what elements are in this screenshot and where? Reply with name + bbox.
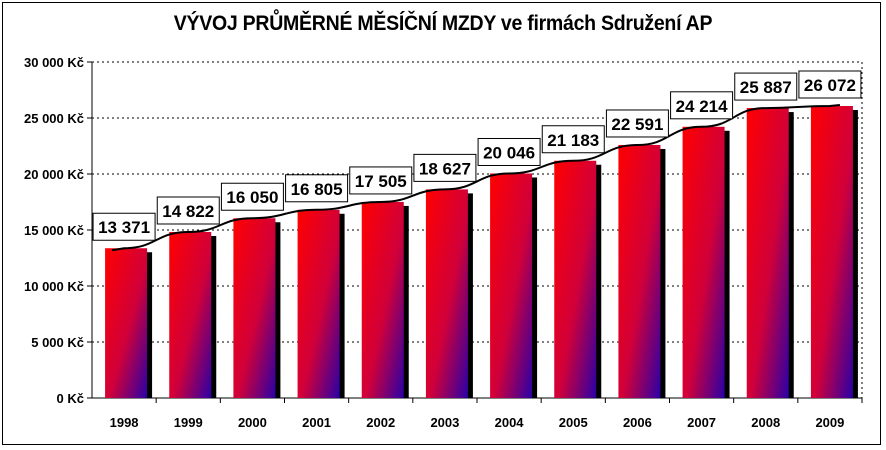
y-tick-label: 30 000 Kč: [24, 55, 84, 70]
data-label-1999: 14 822: [156, 196, 220, 225]
bar-2003: [425, 189, 468, 398]
x-tick-label: 2006: [623, 415, 652, 430]
data-label-box: [798, 70, 862, 99]
data-label-2005: 21 183: [541, 125, 605, 154]
x-tick-label: 2008: [751, 415, 780, 430]
bar-2000: [233, 218, 276, 398]
x-tick-label: 1998: [110, 415, 139, 430]
data-label-text: 21 183: [547, 131, 599, 150]
x-tick-label: 2009: [815, 415, 844, 430]
data-label-box: [92, 212, 156, 241]
bar-2007: [682, 126, 725, 399]
bar-1998: [105, 248, 148, 398]
y-tick-label: 0 Kč: [57, 391, 84, 406]
x-tick-label: 2001: [302, 415, 331, 430]
data-label-text: 16 805: [291, 180, 343, 199]
data-label-box: [220, 182, 284, 211]
data-label-text: 26 072: [804, 76, 856, 95]
data-label-box: [605, 109, 669, 138]
trend-line: [111, 103, 841, 252]
x-tick-label: 2004: [495, 415, 525, 430]
data-label-box: [734, 72, 798, 101]
bar-2004: [490, 173, 533, 398]
y-tick-label: 15 000 Kč: [24, 223, 84, 238]
x-tick-label: 2007: [687, 415, 716, 430]
data-label-box: [285, 174, 349, 203]
x-tick-label: 2000: [238, 415, 267, 430]
data-label-text: 22 591: [611, 115, 663, 134]
y-tick-label: 20 000 Kč: [24, 167, 84, 182]
data-label-2007: 24 214: [670, 91, 734, 120]
data-label-2008: 25 887: [734, 72, 798, 101]
data-label-2003: 18 627: [413, 153, 477, 182]
x-tick-label: 1999: [174, 415, 203, 430]
data-label-2002: 17 505: [349, 166, 413, 195]
bar-2008: [746, 108, 789, 398]
data-label-text: 18 627: [419, 159, 471, 178]
data-label-2006: 22 591: [605, 109, 669, 138]
chart-title: VÝVOJ PRŮMĚRNÉ MĚSÍČNÍ MZDY ve firmách S…: [173, 12, 713, 35]
bar-2009: [810, 105, 853, 399]
data-label-text: 14 822: [162, 202, 214, 221]
bar-1999: [169, 231, 212, 398]
x-tick-label: 2002: [366, 415, 395, 430]
data-label-text: 17 505: [355, 172, 407, 191]
data-label-box: [156, 196, 220, 225]
data-label-2004: 20 046: [477, 137, 541, 166]
data-label-box: [541, 125, 605, 154]
data-label-text: 24 214: [676, 97, 729, 116]
data-label-box: [670, 91, 734, 120]
data-label-text: 20 046: [483, 143, 535, 162]
data-label-2009: 26 072: [798, 70, 862, 99]
data-label-2001: 16 805: [285, 174, 349, 203]
data-label-box: [349, 166, 413, 195]
y-tick-label: 10 000 Kč: [24, 279, 84, 294]
bar-2001: [297, 209, 340, 398]
data-label-2000: 16 050: [220, 182, 284, 211]
x-tick-label: 2005: [559, 415, 588, 430]
x-tick-label: 2003: [430, 415, 459, 430]
data-label-1998: 13 371: [92, 212, 156, 241]
y-tick-label: 25 000 Kč: [24, 111, 84, 126]
data-label-box: [413, 153, 477, 182]
data-label-text: 13 371: [98, 218, 150, 237]
bar-2002: [361, 201, 404, 398]
bar-2005: [554, 160, 597, 398]
bar-2006: [618, 144, 661, 398]
data-label-text: 25 887: [740, 78, 792, 97]
data-label-text: 16 050: [226, 188, 278, 207]
data-label-box: [477, 137, 541, 166]
y-tick-label: 5 000 Kč: [31, 335, 84, 350]
